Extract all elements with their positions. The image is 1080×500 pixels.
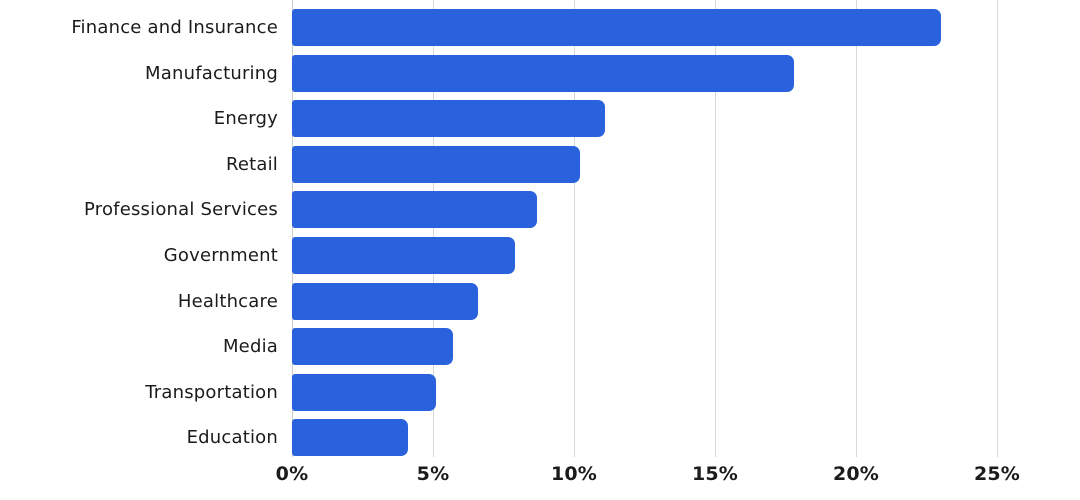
category-label: Energy — [213, 108, 278, 130]
gridline-20 — [856, 0, 857, 457]
category-label: Media — [222, 336, 278, 358]
x-axis-tick-label: 0% — [275, 463, 309, 485]
category-label: Manufacturing — [145, 62, 278, 84]
category-label: Finance and Insurance — [71, 17, 278, 38]
x-axis-tick-label: 5% — [416, 463, 450, 485]
bar — [292, 237, 515, 274]
category-label: Education — [186, 427, 278, 449]
category-label: Healthcare — [177, 290, 278, 312]
bar — [292, 9, 941, 46]
gridline-25 — [997, 0, 998, 457]
bar — [292, 282, 479, 320]
y-axis-line — [292, 0, 293, 457]
gridline-5 — [433, 0, 434, 457]
category-label: Government — [163, 245, 278, 266]
x-axis-tick-label: 15% — [691, 463, 739, 485]
bar — [292, 145, 580, 183]
bar — [292, 100, 606, 138]
bar — [292, 419, 408, 457]
category-label: Retail — [225, 153, 278, 175]
category-label: Professional Services — [84, 199, 278, 221]
category-label: Transportation — [145, 381, 278, 403]
gridline-15 — [715, 0, 716, 457]
x-axis-tick-label: 10% — [550, 463, 598, 485]
bar — [292, 54, 794, 92]
x-axis-tick-label: 25% — [973, 463, 1021, 485]
x-axis-tick-label: 20% — [832, 463, 880, 485]
bar — [292, 191, 538, 229]
bar — [292, 328, 453, 366]
gridline-10 — [574, 0, 575, 457]
bar — [292, 373, 436, 411]
